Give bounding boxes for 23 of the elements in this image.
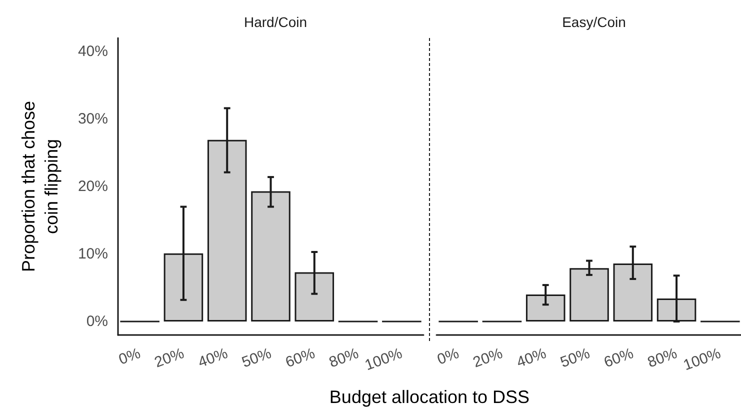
x-tick-label: 100% (680, 345, 723, 374)
x-tick-label: 20% (152, 345, 186, 372)
y-tick-label: 10% (78, 246, 108, 262)
x-tick-label: 40% (514, 345, 548, 372)
chart-title: Hard/Coin (244, 14, 308, 30)
x-tick-label: 50% (240, 345, 274, 372)
x-tick-label: 80% (644, 345, 679, 372)
x-tick-label: 60% (283, 345, 318, 372)
x-tick-label: 0% (116, 345, 143, 368)
y-tick-label: 30% (78, 110, 108, 128)
chart-title: Easy/Coin (562, 14, 626, 30)
y-axis-title: Proportion that chose coin flipping (18, 100, 62, 272)
x-tick-label: 100% (362, 345, 405, 374)
y-tick-label: 40% (78, 43, 108, 60)
x-tick-label: 40% (196, 345, 230, 372)
x-tick-label: 20% (470, 345, 504, 372)
x-tick-label: 80% (326, 345, 361, 372)
x-tick-label: 60% (601, 345, 636, 372)
x-axis-title: Budget allocation to DSS (328, 387, 531, 408)
x-tick-label: 0% (434, 345, 461, 368)
y-tick-label: 20% (78, 178, 108, 195)
y-tick-label: 0% (86, 313, 108, 330)
x-tick-label: 50% (558, 345, 592, 372)
